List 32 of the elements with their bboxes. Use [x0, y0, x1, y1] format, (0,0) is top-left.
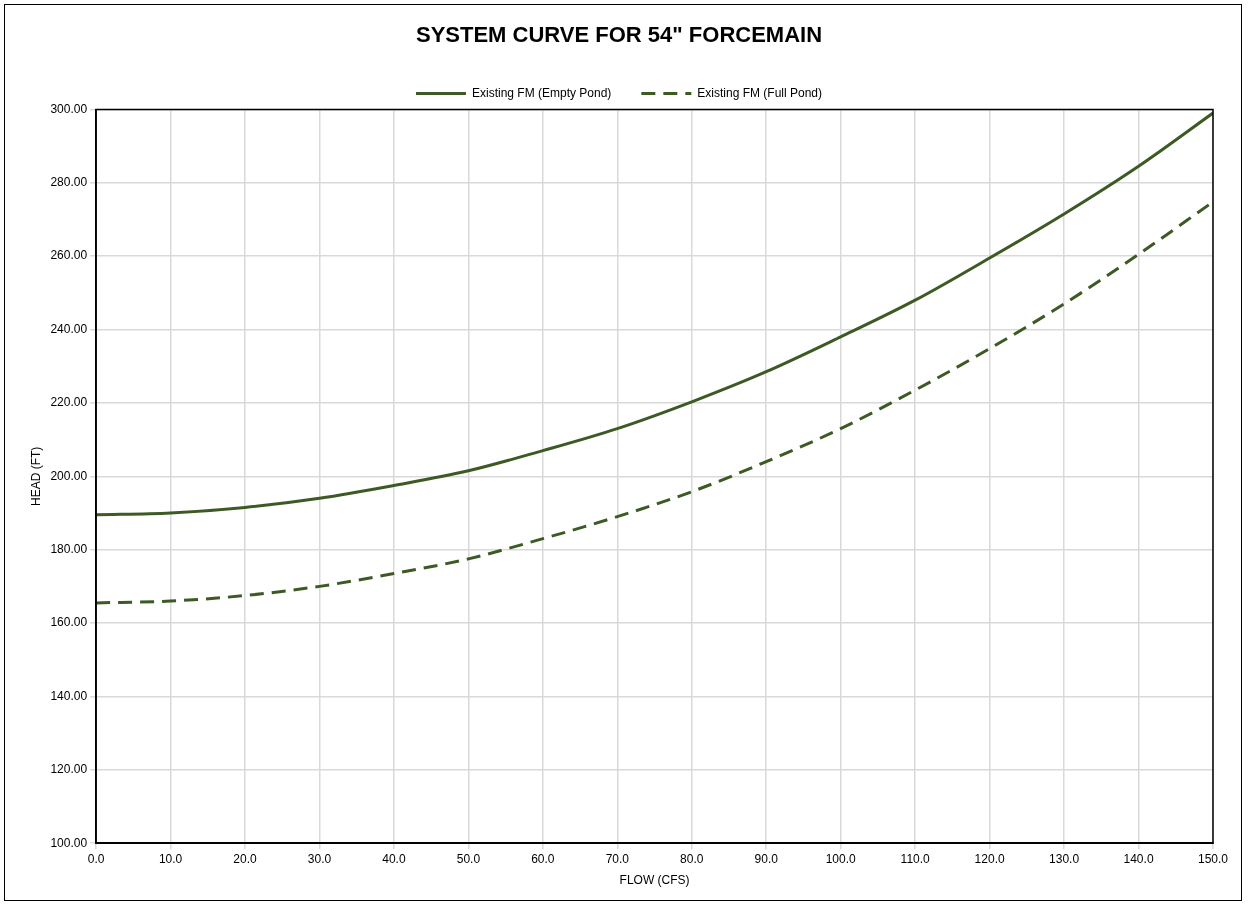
x-tick-label: 20.0 [233, 851, 258, 866]
x-tick-label: 150.0 [1197, 851, 1229, 866]
x-tick-label: 40.0 [382, 851, 406, 866]
y-tick-label: 240.00 [50, 321, 88, 336]
x-tick-label: 100.0 [825, 851, 857, 866]
y-tick-label: 280.00 [50, 175, 88, 190]
x-tick-label: 90.0 [754, 851, 779, 866]
y-tick-label: 260.00 [50, 248, 88, 263]
x-tick-label: 130.0 [1049, 851, 1080, 866]
x-tick-label: 120.0 [974, 851, 1005, 866]
x-tick-label: 70.0 [605, 851, 630, 866]
y-tick-label: 220.00 [50, 395, 88, 410]
x-tick-label: 60.0 [531, 851, 555, 866]
x-axis-title: FLOW (CFS) [619, 873, 690, 888]
y-tick-label: 160.00 [50, 615, 88, 630]
x-tick-label: 80.0 [680, 851, 704, 866]
x-tick-label: 30.0 [307, 851, 332, 866]
chart-title: SYSTEM CURVE FOR 54" FORCEMAIN [415, 22, 823, 48]
y-tick-label: 140.00 [50, 688, 88, 703]
x-tick-label: 50.0 [456, 851, 481, 866]
y-tick-label: 180.00 [50, 541, 88, 556]
x-tick-label: 140.0 [1123, 851, 1154, 866]
y-tick-label: 200.00 [50, 468, 88, 483]
x-tick-label: 0.0 [87, 851, 105, 866]
y-tick-label: 100.00 [50, 835, 88, 850]
y-tick-label: 120.00 [50, 762, 88, 777]
y-axis-title: HEAD (FT) [28, 446, 43, 506]
legend-label: Existing FM (Empty Pond) [471, 85, 612, 100]
x-tick-label: 110.0 [900, 851, 931, 866]
y-tick-label: 300.00 [50, 101, 88, 116]
legend-label: Existing FM (Full Pond) [697, 85, 823, 100]
x-tick-label: 10.0 [158, 851, 183, 866]
